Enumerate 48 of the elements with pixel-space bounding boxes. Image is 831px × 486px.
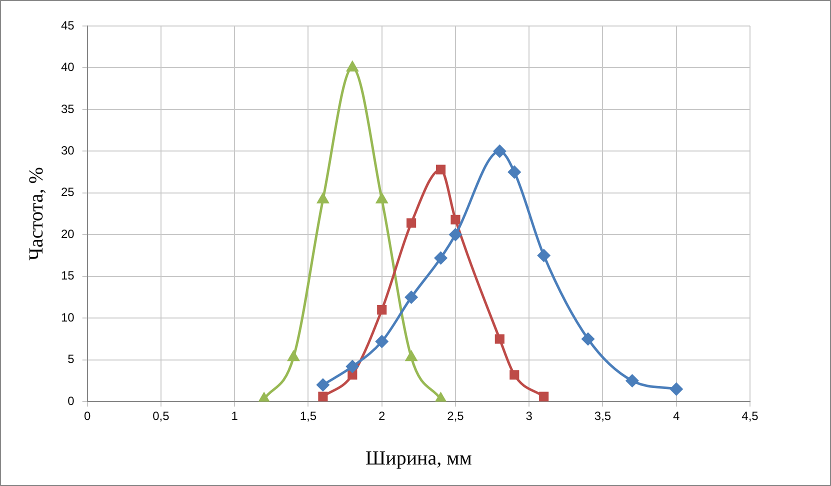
y-tick-label: 30: [60, 144, 75, 158]
point: [510, 370, 520, 380]
y-tick-label: 25: [60, 185, 75, 200]
y-tick-label: 10: [60, 310, 75, 324]
point: [539, 392, 549, 402]
x-axis-title: Ширина, мм: [365, 447, 472, 470]
point: [318, 392, 328, 402]
point: [405, 291, 418, 304]
y-tick-label: 35: [60, 102, 75, 116]
y-tick-label: 40: [60, 60, 75, 74]
point: [406, 218, 416, 228]
point: [316, 378, 330, 392]
point: [582, 332, 594, 346]
x-tick-label: 1: [231, 409, 238, 424]
x-tick-label: 0: [84, 409, 92, 424]
point: [348, 370, 358, 380]
point: [346, 61, 358, 72]
y-tick-label: 45: [60, 18, 75, 32]
x-tick-label: 1,5: [300, 409, 317, 424]
point: [346, 360, 359, 373]
x-tick-label: 4: [673, 409, 680, 424]
point: [434, 252, 448, 264]
y-tick-label: 15: [60, 268, 75, 283]
x-tick-label: 2,5: [447, 409, 464, 424]
point: [670, 382, 683, 396]
point: [508, 166, 521, 178]
y-axis-title: Частота, %: [25, 167, 48, 261]
point: [377, 305, 387, 315]
point: [538, 249, 550, 262]
point: [376, 335, 388, 348]
point: [493, 144, 506, 158]
point: [376, 193, 388, 204]
point: [288, 351, 300, 362]
y-tick-label: 20: [60, 226, 75, 241]
x-tick-label: 0,5: [152, 409, 170, 424]
x-tick-label: 2: [378, 409, 386, 424]
point: [450, 214, 460, 224]
point: [406, 351, 417, 362]
point: [626, 374, 638, 387]
y-tick-label: 0: [68, 394, 75, 408]
x-tick-label: 3: [526, 409, 533, 424]
x-tick-label: 4,5: [742, 409, 759, 424]
point: [436, 164, 446, 174]
point: [494, 334, 504, 344]
point: [449, 228, 462, 241]
y-tick-label: 5: [68, 352, 75, 366]
x-tick-label: 3,5: [594, 409, 612, 424]
point: [317, 193, 329, 204]
